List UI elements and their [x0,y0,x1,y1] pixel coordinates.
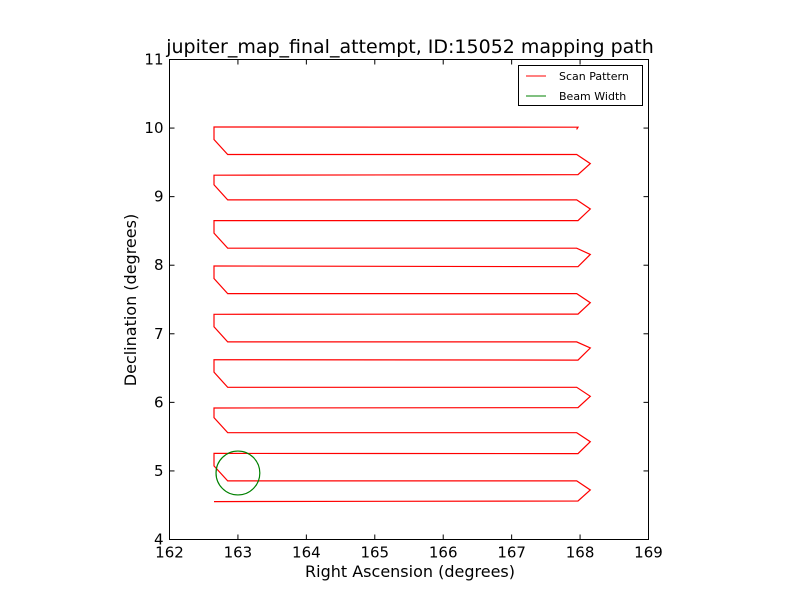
x-tick-label: 167 [497,544,526,562]
x-tick-label: 162 [155,544,184,562]
legend-box [518,65,643,106]
x-tick-label: 164 [292,544,321,562]
scan-pattern-line [213,126,592,503]
legend: Scan Pattern Beam Width [518,65,643,106]
x-tick-label: 165 [360,544,389,562]
y-tick-label: 7 [154,325,164,343]
x-tick-label: 168 [566,544,595,562]
x-tick-label: 163 [224,544,253,562]
y-axis-ticks: 4 5 6 7 8 9 10 11 [144,51,649,549]
y-tick-label: 11 [144,51,163,69]
y-tick-label: 6 [154,393,164,411]
plot-area [169,59,649,540]
plot-content [213,126,592,503]
y-tick-label: 4 [154,531,164,549]
x-tick-label: 169 [634,544,663,562]
legend-scan-pattern-label: Scan Pattern [559,70,629,83]
y-axis-label: Declination (degrees) [121,214,140,386]
beam-width-circle [215,450,261,496]
y-tick-label: 8 [154,256,164,274]
chart-title: jupiter_map_final_attempt, ID:15052 mapp… [165,36,654,58]
legend-beam-width-label: Beam Width [559,90,626,103]
x-tick-label: 166 [429,544,458,562]
y-tick-label: 5 [154,462,164,480]
y-tick-label: 9 [154,188,164,206]
x-axis-ticks: 162 163 164 165 166 167 168 169 [155,59,663,562]
x-axis-label: Right Ascension (degrees) [305,562,515,581]
y-tick-label: 10 [144,119,163,137]
